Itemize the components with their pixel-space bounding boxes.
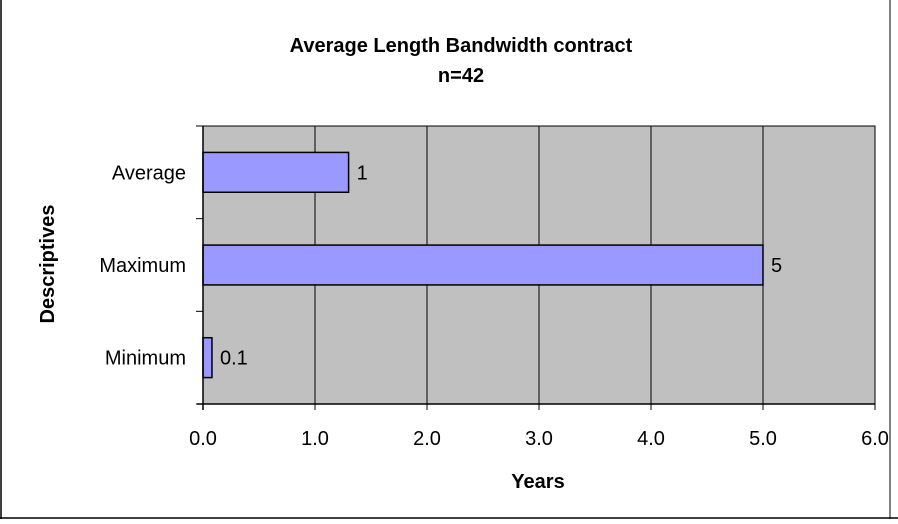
data-label: 0.1 bbox=[220, 348, 248, 370]
y-tick-label: Average bbox=[112, 162, 186, 184]
x-axis-title: Years bbox=[511, 471, 564, 493]
bar bbox=[202, 151, 350, 194]
data-labels: 150.1 bbox=[220, 162, 782, 369]
chart-subtitle: n=42 bbox=[438, 65, 484, 87]
y-tick-label: Maximum bbox=[99, 255, 186, 277]
y-tick-labels: Average Maximum Minimum bbox=[99, 162, 186, 369]
data-label: 5 bbox=[771, 255, 782, 277]
axes bbox=[196, 125, 876, 410]
x-tick-labels: 0.0 1.0 2.0 3.0 4.0 5.0 6.0 bbox=[189, 428, 889, 450]
x-tick-label: 3.0 bbox=[525, 428, 553, 450]
data-label: 1 bbox=[357, 162, 368, 184]
x-tick-label: 2.0 bbox=[413, 428, 441, 450]
x-tick-label: 4.0 bbox=[637, 428, 665, 450]
x-tick-label: 0.0 bbox=[189, 428, 217, 450]
x-tick-label: 5.0 bbox=[749, 428, 777, 450]
bar bbox=[202, 244, 764, 286]
x-tick-label: 1.0 bbox=[301, 428, 329, 450]
y-axis-title: Descriptives bbox=[37, 205, 59, 324]
chart-title: Average Length Bandwidth contract bbox=[290, 35, 633, 57]
y-tick-label: Minimum bbox=[105, 348, 186, 370]
x-tick-label: 6.0 bbox=[861, 428, 889, 450]
bars bbox=[202, 151, 764, 379]
bar bbox=[202, 336, 213, 379]
